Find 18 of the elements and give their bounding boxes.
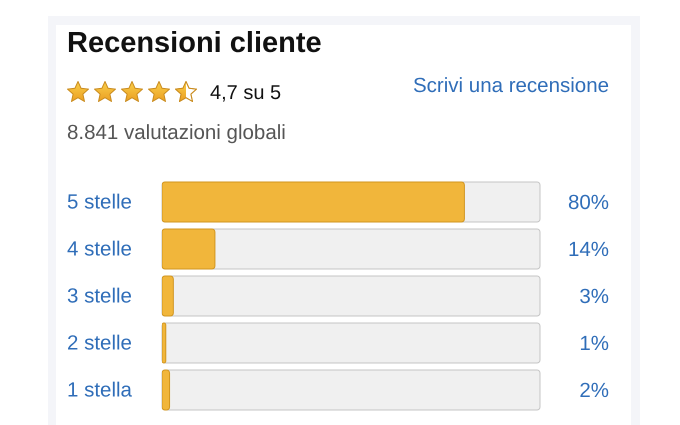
bar <box>162 322 166 364</box>
bar <box>162 228 216 270</box>
data-label: 14% <box>568 238 609 262</box>
data-label: 80% <box>568 191 609 214</box>
bar <box>162 370 170 410</box>
y-tick-label: 3 stelle <box>67 284 132 308</box>
y-tick-label: 5 stelle <box>67 190 132 214</box>
y-tick-label: 2 stelle <box>67 332 132 355</box>
chart-title: Recensioni cliente <box>67 26 322 61</box>
data-label: 1% <box>579 332 609 356</box>
text: Scrivi una recensione <box>413 73 609 99</box>
data-label: 2% <box>579 379 609 402</box>
y-tick-label: 4 stelle <box>67 238 132 261</box>
text: 4,7 su 5 <box>210 81 282 106</box>
bar <box>162 276 174 316</box>
data-label: 3% <box>579 285 609 308</box>
text: 8.841 valutazioni globali <box>67 120 286 146</box>
y-tick-label: 1 stella <box>67 378 133 402</box>
